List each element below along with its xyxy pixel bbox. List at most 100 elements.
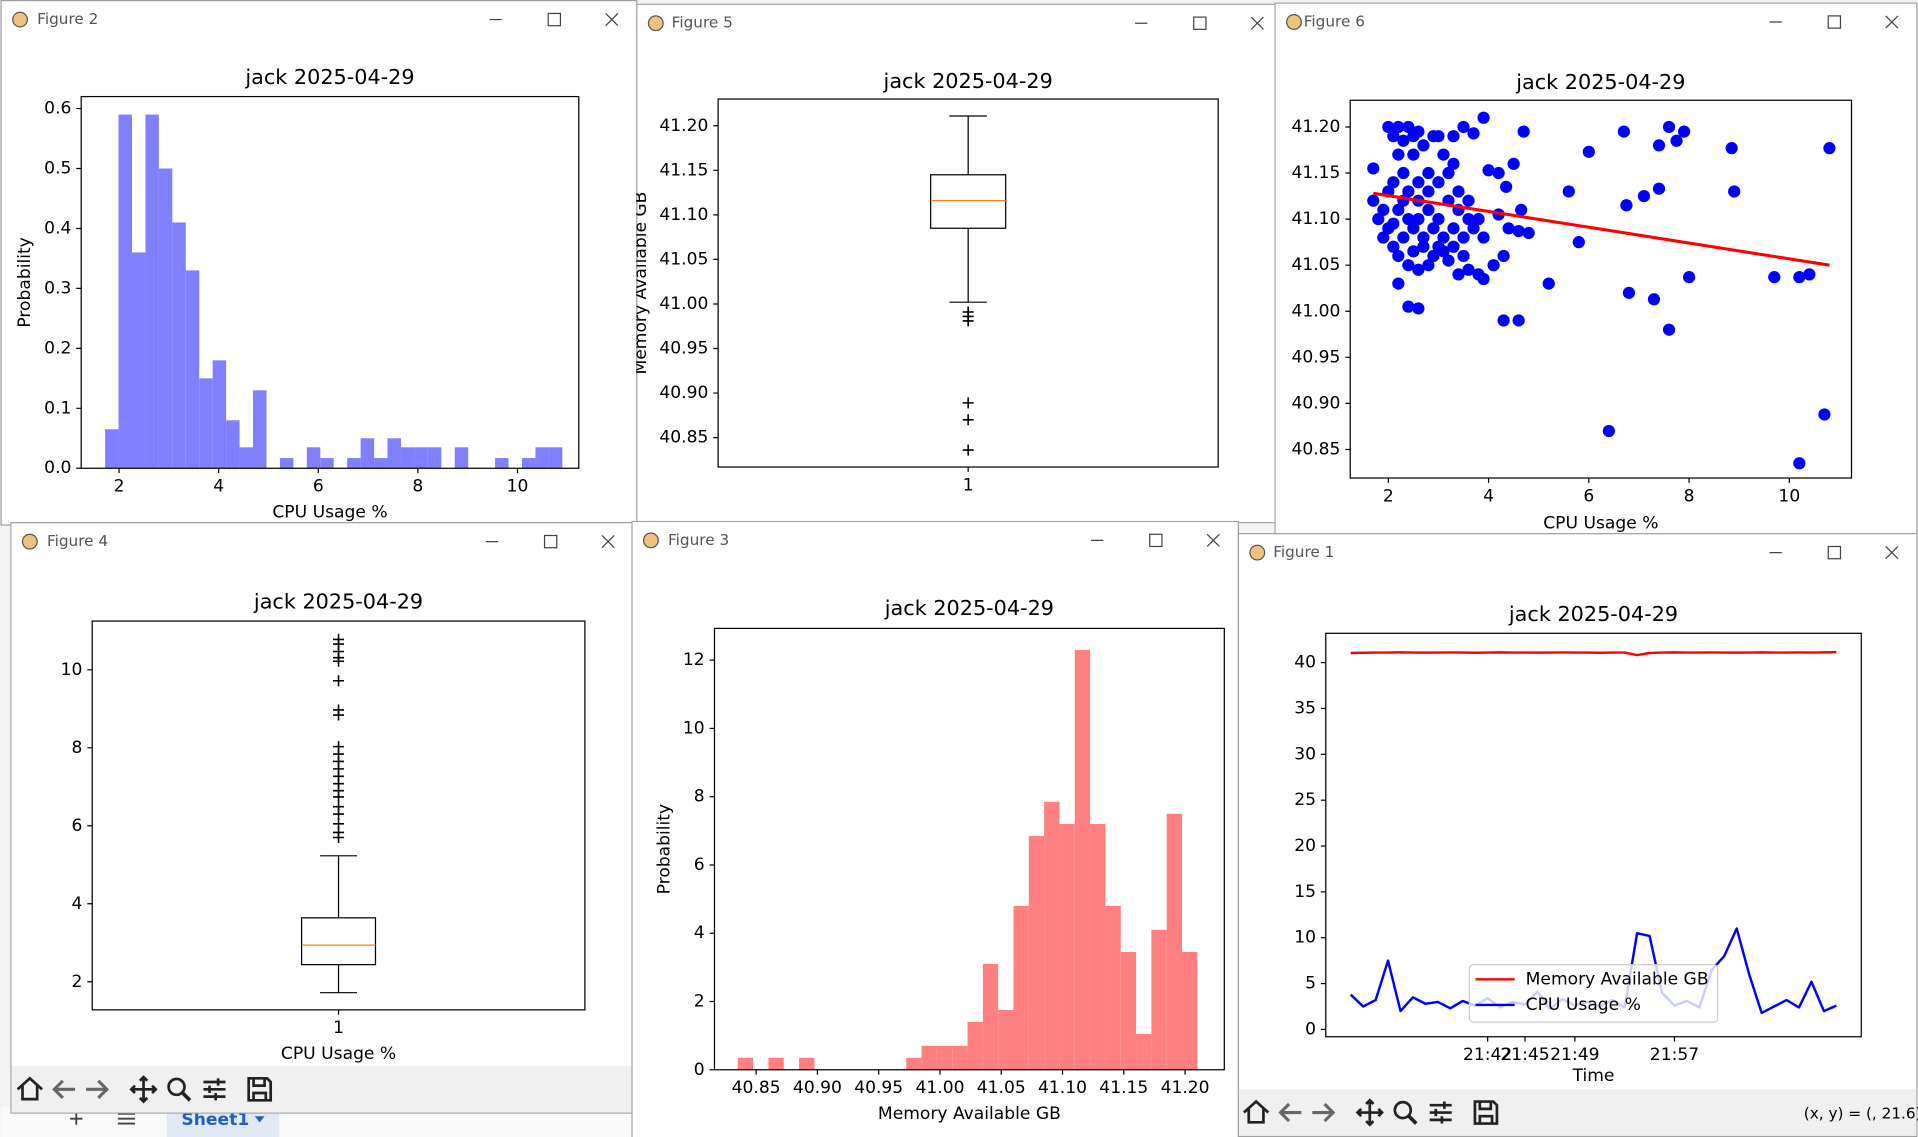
scatter-point: [1602, 424, 1615, 438]
histogram-bar: [387, 438, 401, 469]
save-button[interactable]: [247, 1076, 273, 1102]
y-tick-label: 0.5: [44, 159, 71, 179]
x-tick-label: 2: [114, 477, 125, 497]
flier: [333, 791, 345, 803]
scatter-point: [1467, 127, 1480, 140]
y-tick-label: 40.95: [1291, 347, 1340, 367]
zoom-handle: [181, 1091, 192, 1102]
sheet-tab-label: Sheet1: [181, 1110, 249, 1130]
scatter-point: [1417, 240, 1430, 253]
y-tick-label: 10: [61, 660, 83, 680]
x-axis-label: CPU Usage %: [1543, 513, 1658, 533]
close-button[interactable]: [601, 535, 615, 549]
pan-button[interactable]: [129, 1075, 158, 1104]
x-tick-label: 41.05: [977, 1078, 1026, 1098]
scatter-point: [1512, 224, 1525, 238]
x-tick-label: 41.00: [915, 1078, 964, 1098]
scatter-point: [1457, 120, 1470, 134]
histogram-bar: [347, 458, 361, 469]
histogram-bar: [1166, 813, 1183, 1070]
window: Figure 2 jack 2025-04-29 0.0 0.1 0.2 0.3 0.4 0.…: [0, 0, 638, 526]
scatter-point: [1447, 157, 1460, 170]
scatter-point: [1652, 139, 1666, 152]
scatter-point: [1457, 249, 1470, 263]
close-button[interactable]: [1250, 16, 1264, 30]
y-tick-label: 41.10: [659, 205, 708, 225]
x-tick-label: 41.20: [1161, 1078, 1210, 1098]
scatter-point: [1582, 145, 1595, 158]
histogram-bar: [199, 378, 213, 469]
scatter-point: [1442, 166, 1455, 180]
maximize-button[interactable]: [1149, 533, 1163, 548]
histogram-bar: [131, 252, 146, 469]
y-tick-label: 41.00: [659, 294, 708, 314]
scatter-point: [1637, 189, 1651, 203]
close-button[interactable]: [605, 13, 619, 27]
home-button[interactable]: [1242, 1099, 1270, 1124]
scatter-point: [1562, 185, 1575, 198]
close-button[interactable]: [1885, 15, 1899, 29]
window-title: Figure 1: [1273, 543, 1334, 561]
scatter-point: [1367, 194, 1380, 207]
flier: [333, 675, 345, 687]
close-button[interactable]: [1885, 546, 1899, 560]
chart-title: jack 2025-04-29: [884, 596, 1054, 620]
y-tick-label: 2: [72, 972, 83, 992]
configure-button[interactable]: [1429, 1101, 1452, 1124]
flier: [333, 655, 345, 667]
save-button[interactable]: [1473, 1100, 1499, 1125]
y-tick-label: 40: [1294, 653, 1316, 673]
x-tick-label: 1: [963, 475, 974, 495]
cursor-status: (x, y) = (, 21.6): [1804, 1104, 1918, 1122]
histogram-bar: [1090, 823, 1106, 1070]
scatter-point: [1437, 148, 1450, 161]
close-button[interactable]: [1206, 533, 1220, 547]
scatter-point: [1500, 180, 1513, 193]
zoom-button[interactable]: [1393, 1100, 1413, 1120]
maximize-button[interactable]: [547, 12, 562, 27]
scatter-point: [1803, 268, 1816, 281]
configure-button[interactable]: [203, 1078, 226, 1101]
y-tick-label: 8: [694, 787, 705, 807]
maximize-button[interactable]: [1193, 16, 1207, 30]
scatter-point: [1382, 120, 1395, 134]
y-tick-label: 8: [72, 738, 83, 758]
y-tick-label: 0: [694, 1060, 705, 1080]
zoom-button[interactable]: [167, 1077, 186, 1097]
y-tick-label: 20: [1294, 836, 1316, 856]
maximize-button[interactable]: [543, 534, 558, 549]
histogram-bar: [982, 963, 999, 1070]
back-button[interactable]: [1278, 1102, 1302, 1123]
scatter-point: [1402, 185, 1415, 198]
histogram-bar: [239, 447, 254, 469]
scatter-point: [1432, 130, 1445, 143]
histogram-bar: [145, 114, 159, 469]
histogram-bar: [1182, 951, 1198, 1070]
scatter-point: [1412, 263, 1425, 276]
y-tick-label: 0: [1305, 1019, 1316, 1039]
window-icon: [21, 533, 38, 550]
scatter-point: [1647, 293, 1661, 306]
sheet-tab-menu[interactable]: [254, 1116, 265, 1123]
add-sheet-button[interactable]: [70, 1112, 83, 1125]
box: [300, 917, 377, 966]
y-tick-label: 0.2: [44, 338, 71, 358]
histogram-bar: [427, 447, 442, 469]
pan-button[interactable]: [1355, 1098, 1384, 1127]
scatter-point: [1407, 245, 1420, 258]
forward-button[interactable]: [86, 1079, 110, 1099]
scatter-point: [1452, 268, 1465, 281]
zoom-handle: [1407, 1114, 1418, 1125]
scatter-point: [1387, 240, 1400, 253]
chart-title: jack 2025-04-29: [1515, 70, 1685, 94]
forward-button[interactable]: [1312, 1102, 1336, 1123]
back-button[interactable]: [52, 1079, 76, 1099]
x-tick-label: 21:49: [1550, 1045, 1599, 1065]
plot-frame: [1349, 99, 1853, 479]
home-button[interactable]: [16, 1076, 43, 1101]
maximize-button[interactable]: [1827, 545, 1842, 560]
x-axis-label: CPU Usage %: [281, 1044, 396, 1064]
maximize-button[interactable]: [1827, 15, 1842, 29]
